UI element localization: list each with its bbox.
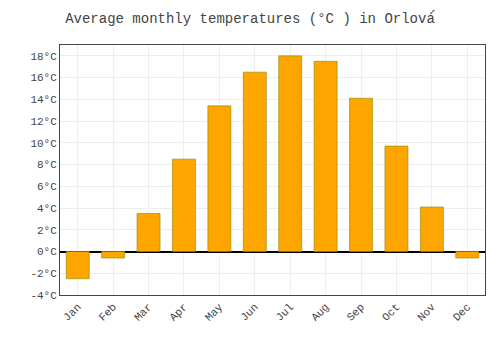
svg-text:-4°C: -4°C <box>30 290 57 302</box>
svg-text:2°C: 2°C <box>37 225 57 237</box>
svg-text:Jun: Jun <box>238 301 260 323</box>
svg-text:0°C: 0°C <box>37 246 57 258</box>
svg-text:Mar: Mar <box>132 301 154 323</box>
svg-text:Oct: Oct <box>380 301 402 323</box>
svg-text:Jan: Jan <box>61 301 83 323</box>
svg-text:Aug: Aug <box>309 301 331 323</box>
svg-text:Dec: Dec <box>451 301 473 323</box>
svg-text:-2°C: -2°C <box>30 268 57 280</box>
svg-text:10°C: 10°C <box>30 138 57 150</box>
svg-text:Sep: Sep <box>345 301 367 323</box>
svg-text:Feb: Feb <box>97 301 119 323</box>
svg-text:Apr: Apr <box>167 301 189 323</box>
svg-text:Nov: Nov <box>415 301 438 324</box>
svg-text:Jul: Jul <box>274 301 296 323</box>
svg-text:8°C: 8°C <box>37 159 57 171</box>
svg-text:Average monthly temperatures (: Average monthly temperatures (°C ) in Or… <box>65 10 435 27</box>
svg-text:14°C: 14°C <box>30 94 57 106</box>
svg-text:18°C: 18°C <box>30 51 57 63</box>
svg-text:May: May <box>203 301 226 324</box>
svg-text:6°C: 6°C <box>37 181 57 193</box>
svg-text:12°C: 12°C <box>30 116 57 128</box>
svg-text:16°C: 16°C <box>30 72 57 84</box>
svg-text:4°C: 4°C <box>37 203 57 215</box>
